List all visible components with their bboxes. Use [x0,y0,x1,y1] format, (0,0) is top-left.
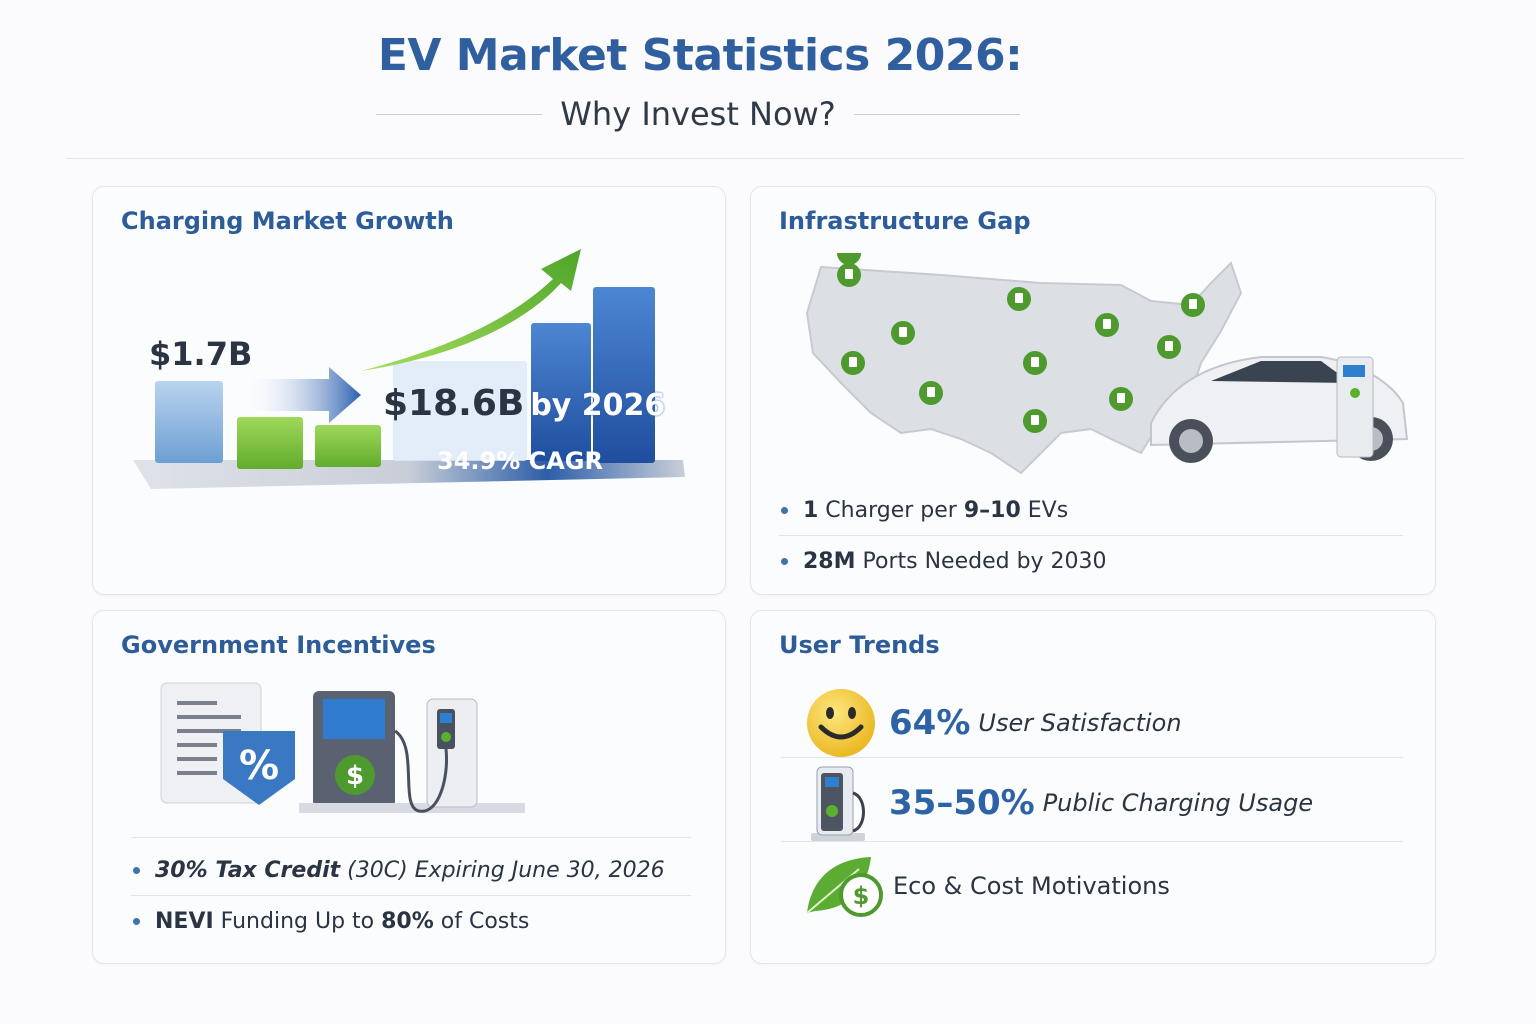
stat-label: Eco & Cost Motivations [893,872,1170,900]
bullet-divider [131,895,691,896]
bold-text: 80% [381,908,434,934]
page-subtitle: Why Invest Now? [560,95,836,133]
end-year: by 2026 [530,388,666,423]
infrastructure-bullets: 1 Charger per 9–10 EVs 28M Ports Needed … [779,485,1403,586]
stat-label: Public Charging Usage [1042,789,1314,817]
leaf-dollar-icon: $ [806,857,883,917]
incentive-bullets: 30% Tax Credit (30C) Expiring June 30, 2… [131,845,691,946]
bullet-nevi-funding: NEVI Funding Up to 80% of Costs [131,896,691,946]
bold-text: NEVI [155,908,214,934]
divider [781,841,1403,842]
text: EVs [1020,497,1069,523]
divider [781,757,1403,758]
divider-right [853,113,1020,115]
end-value-row: $18.6B by 2026 [383,383,665,424]
stat-label: User Satisfaction [978,709,1182,737]
bullet-tax-credit: 30% Tax Credit (30C) Expiring June 30, 2… [131,845,691,895]
svg-text:%: % [239,743,279,789]
growth-bar-chart-illustration [133,249,685,489]
stat-value: 64% [889,703,971,743]
stat-eco-cost: $ Eco & Cost Motivations [781,851,1170,921]
smiley-icon [807,689,875,757]
user-trends-card: User Trends 64% User Satisfaction 35–50%… [750,610,1436,964]
svg-text:$: $ [346,761,364,791]
end-value: $18.6B [383,383,525,424]
text: of Costs [433,908,530,934]
charging-market-growth-card: Charging Market Growth $1.7B $18.6B by 2… [92,186,726,595]
divider-left [376,113,543,115]
divider [131,837,691,838]
us-map-charger-illustration [805,253,1409,475]
subtitle-row: Why Invest Now? [376,92,1020,136]
charger-icon [811,766,865,841]
cagr-label: 34.9% CAGR [437,447,603,475]
stat-public-charging: 35–50% Public Charging Usage [781,763,1313,843]
stat-satisfaction: 64% User Satisfaction [781,685,1182,761]
bold-text: 9–10 [963,497,1021,523]
stat-value: 35–50% [889,783,1035,823]
government-incentives-card: Government Incentives % $ 30% Tax Credit… [92,610,726,964]
bold-text: 28M [803,548,856,574]
incentives-illustration: % $ [160,682,525,813]
bullet-divider [779,535,1403,536]
infrastructure-gap-card: Infrastructure Gap 1 Charger per 9–10 EV… [750,186,1436,595]
card-title: Government Incentives [121,631,436,659]
card-title: Infrastructure Gap [779,207,1031,235]
bold-text: 30% Tax Credit [155,857,341,883]
text: Funding Up to [213,908,382,934]
page-title: EV Market Statistics 2026: [377,30,1023,81]
text: (30C) Expiring June 30, 2026 [340,857,665,883]
bold-text: 1 [803,497,819,523]
text: Ports Needed by 2030 [855,548,1107,574]
start-value: $1.7B [149,335,253,373]
svg-text:$: $ [853,882,870,910]
card-title: User Trends [779,631,940,659]
header-divider [66,158,1464,159]
bullet-ports-needed: 28M Ports Needed by 2030 [779,536,1403,586]
text: Charger per [818,497,964,523]
bullet-charger-ratio: 1 Charger per 9–10 EVs [779,485,1403,535]
card-title: Charging Market Growth [121,207,454,235]
